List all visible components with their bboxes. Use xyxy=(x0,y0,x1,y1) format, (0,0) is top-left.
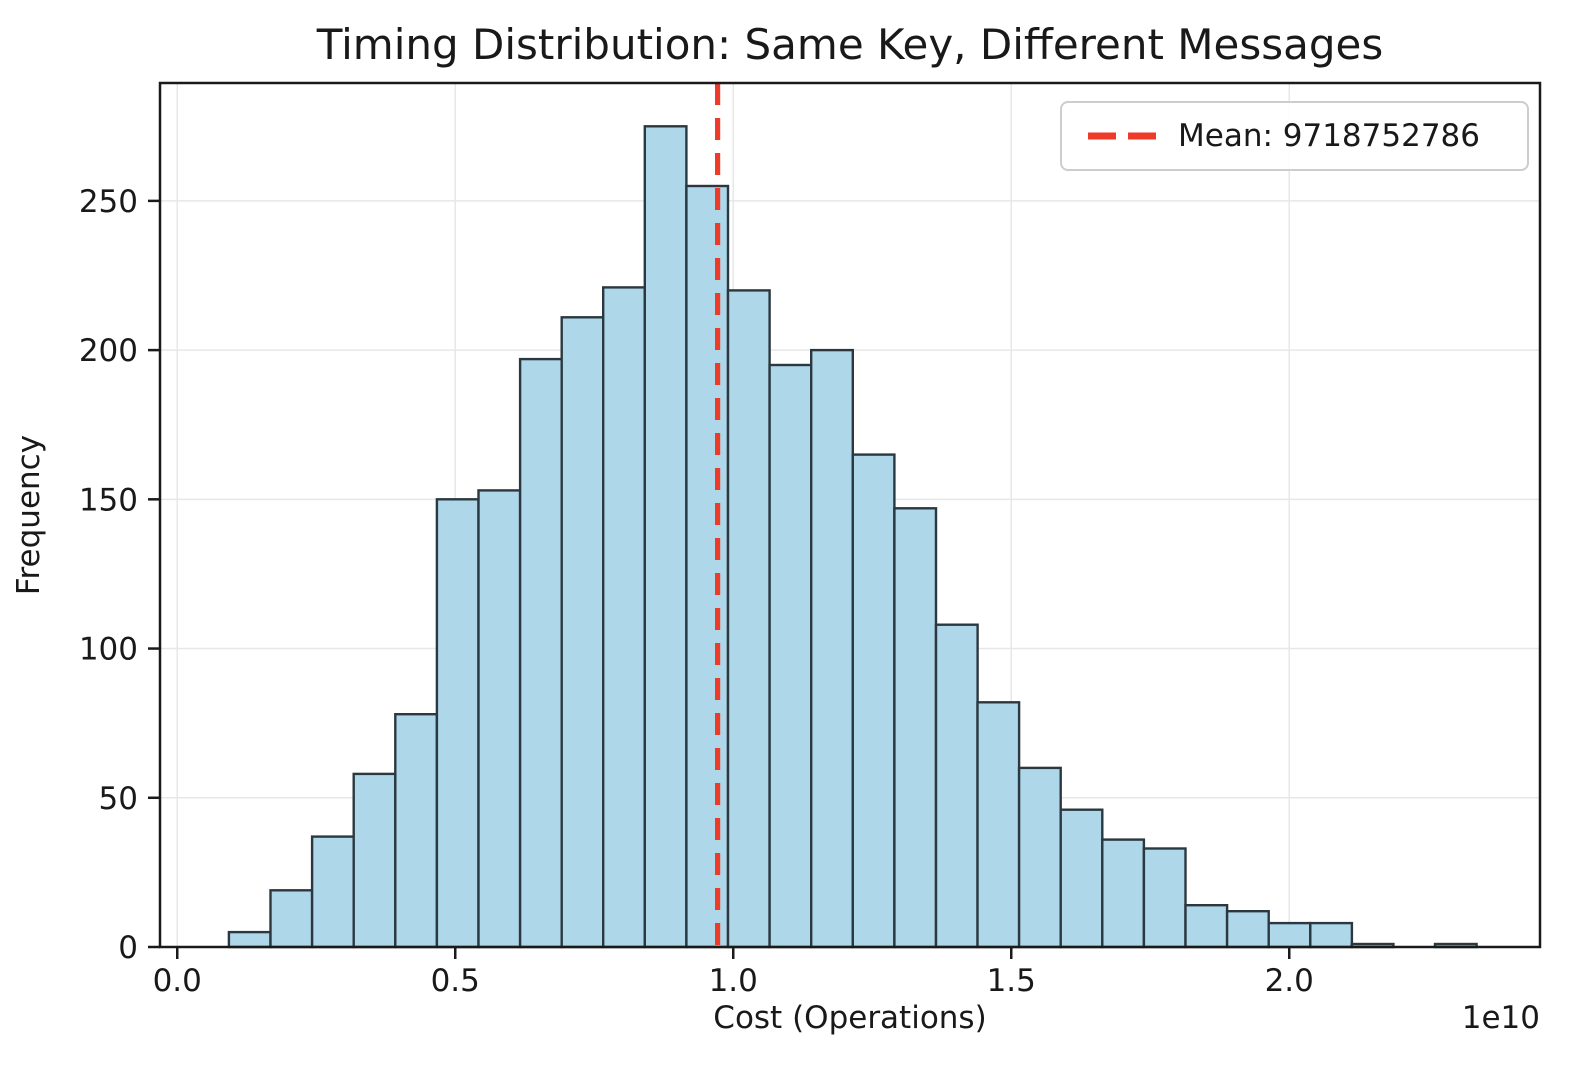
x-axis-offset-label: 1e10 xyxy=(1461,1000,1540,1036)
histogram-bar xyxy=(560,316,605,949)
y-tick-label: 150 xyxy=(79,482,138,518)
x-tick-label: 2.0 xyxy=(1265,963,1314,999)
histogram-bar xyxy=(227,930,272,949)
histogram-bar xyxy=(1142,847,1187,949)
histogram-bar xyxy=(685,184,730,949)
histogram-bar xyxy=(1059,808,1104,949)
histogram-bar xyxy=(518,357,563,949)
histogram-bar xyxy=(352,772,397,949)
y-tick-label: 250 xyxy=(79,184,138,220)
histogram-bar xyxy=(726,289,771,949)
histogram-bar xyxy=(893,507,938,949)
histogram-bar xyxy=(768,363,813,949)
histogram-bar xyxy=(1267,921,1312,949)
y-tick-label: 200 xyxy=(79,333,138,369)
histogram-bar xyxy=(310,835,355,949)
x-tick-label: 1.0 xyxy=(709,963,758,999)
histogram-bar xyxy=(810,348,855,949)
histogram-bar xyxy=(1225,910,1270,949)
histogram-bar xyxy=(1309,921,1354,949)
histogram-bar xyxy=(394,713,439,949)
histogram-bar xyxy=(602,286,647,949)
histogram-bar xyxy=(976,701,1021,949)
x-tick-label: 0.0 xyxy=(153,963,202,999)
histogram-bar xyxy=(477,489,522,949)
chart-title: Timing Distribution: Same Key, Different… xyxy=(316,20,1384,69)
y-tick-label: 100 xyxy=(79,632,138,668)
histogram-bar xyxy=(643,125,688,949)
y-tick-label: 0 xyxy=(118,930,138,966)
y-axis-label: Frequency xyxy=(11,434,47,596)
y-tick-label: 50 xyxy=(99,781,138,817)
x-tick-label: 0.5 xyxy=(431,963,480,999)
histogram-bar xyxy=(1184,904,1229,949)
legend: Mean: 9718752786 xyxy=(1060,101,1529,171)
histogram-bar xyxy=(435,498,480,949)
histogram-bar xyxy=(934,623,979,949)
histogram-bar xyxy=(269,889,314,949)
legend-mean-line-sample xyxy=(1088,132,1156,140)
histogram-bar xyxy=(1101,838,1146,949)
x-tick-label: 1.5 xyxy=(987,963,1036,999)
histogram-bar xyxy=(851,453,896,949)
histogram-bar xyxy=(1017,766,1062,949)
ticks-layer: 0.0 0.5 1.0 1.5 2.0 0 50 100 150 200 250 xyxy=(79,184,1314,999)
x-axis-label: Cost (Operations) xyxy=(713,1000,987,1036)
legend-label: Mean: 9718752786 xyxy=(1178,118,1480,154)
axes-spines xyxy=(158,81,1542,949)
